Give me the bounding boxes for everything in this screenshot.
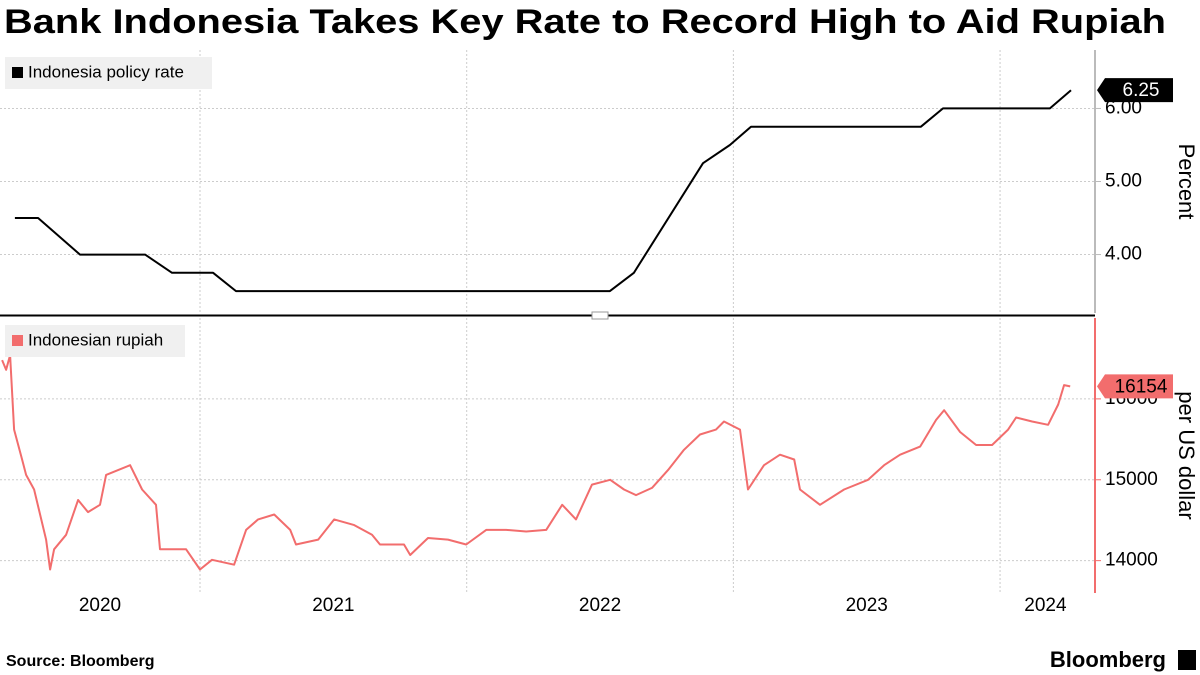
last-value-label: 16154 bbox=[1115, 376, 1168, 397]
legend-label: Indonesia policy rate bbox=[28, 62, 184, 81]
x-tick-label: 2020 bbox=[79, 595, 121, 616]
x-tick-label: 2021 bbox=[312, 595, 354, 616]
y-axis-title: per US dollar bbox=[1174, 391, 1199, 519]
legend-swatch bbox=[12, 335, 23, 346]
chart-title: Bank Indonesia Takes Key Rate to Record … bbox=[4, 3, 1166, 41]
source: Source: Bloomberg bbox=[6, 653, 154, 670]
brand-icon bbox=[1178, 650, 1196, 670]
brand-logo: Bloomberg bbox=[1050, 647, 1166, 672]
y-tick-label: 4.00 bbox=[1105, 244, 1142, 265]
y-tick-label: 15000 bbox=[1105, 469, 1158, 490]
y-tick-label: 5.00 bbox=[1105, 171, 1142, 192]
series-line bbox=[1, 354, 1071, 571]
x-tick-label: 2022 bbox=[579, 595, 621, 616]
legend-box bbox=[5, 325, 185, 357]
series-line bbox=[14, 89, 1072, 293]
separator-handle bbox=[591, 311, 609, 320]
y-tick-label: 14000 bbox=[1105, 550, 1158, 571]
x-tick-label: 2023 bbox=[846, 595, 888, 616]
last-value-tag bbox=[1097, 78, 1173, 103]
legend-swatch bbox=[12, 67, 23, 78]
last-value-tag bbox=[1097, 374, 1173, 399]
legend-label: Indonesian rupiah bbox=[28, 330, 163, 349]
x-tick-label: 2024 bbox=[1024, 595, 1067, 616]
y-axis-title: Percent bbox=[1174, 144, 1199, 220]
last-value-label: 6.25 bbox=[1123, 80, 1160, 101]
legend-box bbox=[5, 57, 212, 89]
y-tick-label: 6.00 bbox=[1105, 97, 1142, 118]
